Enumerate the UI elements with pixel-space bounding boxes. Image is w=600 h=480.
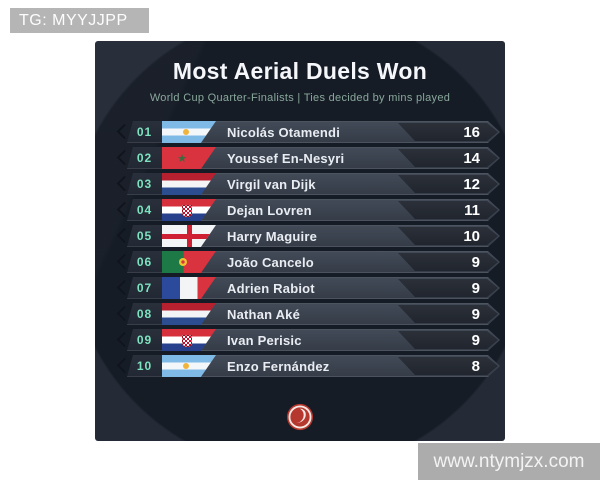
player-name: Nicolás Otamendi [227,124,341,140]
flag-emblem-icon [162,225,216,247]
rank-label: 04 [127,199,162,221]
leaderboard-row: 06 João Cancelo 9 [116,251,500,273]
player-name: Adrien Rabiot [227,280,315,296]
publisher-logo-icon [286,403,314,431]
leaderboard-row: 09 Ivan Perisic 9 [116,329,500,351]
value-badge: 9 [398,331,498,349]
country-flag-icon [162,251,216,273]
rank-label: 07 [127,277,162,299]
flag-emblem-icon [182,205,192,217]
rank-label: 09 [127,329,162,351]
leaderboard-row: 02 ★ Youssef En-Nesyri 14 [116,147,500,169]
watermark-telegram: TG: MYYJJPP [10,8,149,33]
leaderboard-row: 08 Nathan Aké 9 [116,303,500,325]
flag-emblem-icon [182,335,192,347]
country-flag-icon [162,355,216,377]
country-flag-icon [162,173,216,195]
value-badge: 9 [398,253,498,271]
country-flag-icon [162,225,216,247]
flag-emblem-icon [183,363,189,369]
country-flag-icon [162,277,216,299]
page-subtitle: World Cup Quarter-Finalists | Ties decid… [149,92,451,104]
watermark-website: www.ntymjzx.com [418,443,600,480]
rank-label: 06 [127,251,162,273]
leaderboard-row: 07 Adrien Rabiot 9 [116,277,500,299]
leaderboard-row: 03 Virgil van Dijk 12 [116,173,500,195]
country-flag-icon [162,329,216,351]
country-flag-icon [162,121,216,143]
leaderboard: 01 Nicolás Otamendi 16 02 ★ Youss [116,121,500,377]
flag-emblem-icon [179,258,187,266]
leaderboard-row: 04 Dejan Lovren 11 [116,199,500,221]
rank-label: 05 [127,225,162,247]
value-badge: 10 [398,227,498,245]
country-flag-icon: ★ [162,147,216,169]
value-badge: 12 [398,175,498,193]
stats-card: Most Aerial Duels Won World Cup Quarter-… [95,41,505,441]
country-flag-icon [162,199,216,221]
value-badge: 16 [398,123,498,141]
leaderboard-row: 10 Enzo Fernández 8 [116,355,500,377]
leaderboard-row: 05 Harry Maguire 10 [116,225,500,247]
rank-label: 01 [127,121,162,143]
value-badge: 8 [398,357,498,375]
rank-label: 03 [127,173,162,195]
flag-emblem-icon [183,129,189,135]
rank-label: 10 [127,355,162,377]
player-name: Harry Maguire [227,228,318,244]
value-badge: 14 [398,149,498,167]
leaderboard-row: 01 Nicolás Otamendi 16 [116,121,500,143]
rank-label: 02 [127,147,162,169]
player-name: Virgil van Dijk [227,176,316,192]
value-badge: 9 [398,279,498,297]
player-name: João Cancelo [227,254,314,270]
player-name: Dejan Lovren [227,202,312,218]
player-name: Youssef En-Nesyri [227,150,345,166]
country-flag-icon [162,303,216,325]
value-badge: 11 [398,201,498,219]
player-name: Ivan Perisic [227,332,302,348]
player-name: Enzo Fernández [227,358,330,374]
flag-emblem-icon: ★ [177,152,187,165]
player-name: Nathan Aké [227,306,301,322]
value-badge: 9 [398,305,498,323]
rank-label: 08 [127,303,162,325]
page-title: Most Aerial Duels Won [172,58,428,84]
